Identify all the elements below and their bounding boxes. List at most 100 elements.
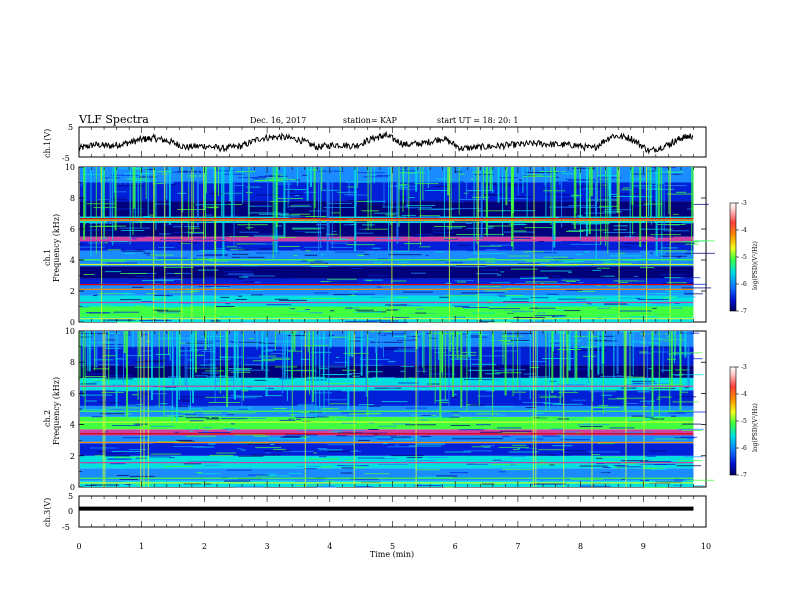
ch2-texture xyxy=(158,368,185,370)
ch1-texture xyxy=(192,201,197,203)
ch2-streak xyxy=(261,331,264,370)
ch1-texture xyxy=(414,183,439,185)
ch2-streak xyxy=(168,331,169,355)
ch1-texture xyxy=(633,178,655,180)
ch1-texture xyxy=(398,172,423,174)
ch1-streak xyxy=(370,167,372,228)
ch2-spectrogram-image xyxy=(79,331,715,488)
ch2-texture xyxy=(644,416,654,418)
ch2-texture xyxy=(284,434,318,436)
ch1-texture xyxy=(404,243,422,245)
ch2-texture xyxy=(413,425,427,427)
ch2-texture xyxy=(550,454,572,456)
ch1-texture xyxy=(215,265,229,267)
ch1-texture xyxy=(135,269,164,271)
ch1-streak xyxy=(489,167,492,191)
ch2-texture xyxy=(681,423,701,425)
ch2-texture xyxy=(265,387,274,389)
ch1-texture xyxy=(383,317,398,319)
ch1-texture xyxy=(203,254,228,256)
ch2-streak xyxy=(151,331,153,400)
ch2-texture xyxy=(499,471,506,473)
ch2-texture xyxy=(280,436,300,438)
ch2-texture xyxy=(346,386,374,388)
ch1-texture xyxy=(471,312,495,314)
ch2-texture xyxy=(680,391,688,393)
ch1-tone-line xyxy=(80,259,694,261)
ch1-texture xyxy=(466,250,475,252)
ch1-texture xyxy=(446,227,463,229)
ch1-texture xyxy=(143,216,151,217)
ch2-texture xyxy=(653,363,671,365)
ch2-texture xyxy=(141,485,154,487)
ch1-texture xyxy=(191,275,205,277)
ch2-streak xyxy=(602,331,604,415)
ch1-streak xyxy=(109,167,112,224)
ch1-streak xyxy=(318,167,320,253)
ch2-texture xyxy=(291,439,298,441)
ch2-texture xyxy=(291,443,323,445)
time-tick-label: 8 xyxy=(578,542,583,551)
ch1-texture xyxy=(253,235,286,237)
ch1-spectrogram-image xyxy=(80,167,715,323)
ch2-texture xyxy=(647,416,664,417)
ch1-texture xyxy=(388,254,422,256)
ch2-texture xyxy=(104,455,131,457)
ch2-texture xyxy=(398,348,417,350)
ch2-texture xyxy=(324,415,346,417)
ch1-texture xyxy=(433,232,454,234)
ch2-streak xyxy=(456,331,458,355)
ch2-texture xyxy=(598,447,632,449)
ch2-texture xyxy=(173,406,188,408)
ch2-streak xyxy=(674,331,676,364)
ch2-texture xyxy=(616,397,646,399)
ch2-texture xyxy=(109,375,133,377)
ch1-texture xyxy=(483,233,504,235)
ch2-streak xyxy=(315,331,317,419)
ch2-texture xyxy=(436,400,449,402)
ch2-texture xyxy=(481,445,495,447)
ch1-texture xyxy=(619,281,629,283)
ch2-texture xyxy=(508,451,539,453)
time-tick-label: 5 xyxy=(390,542,395,551)
ch1-texture xyxy=(86,229,114,231)
ch1-texture xyxy=(468,235,478,237)
ch2-colorbar xyxy=(729,366,737,476)
ch2-texture xyxy=(302,371,328,373)
ch1-texture xyxy=(363,176,389,178)
ch1-texture xyxy=(334,251,365,253)
ch2-texture xyxy=(656,398,661,400)
ch2-texture xyxy=(307,458,339,460)
ch2-texture xyxy=(202,412,222,414)
ch1-texture xyxy=(88,291,100,293)
ch2-streak xyxy=(234,331,236,400)
ch2-ytick-label: 6 xyxy=(70,389,75,398)
ch2-texture xyxy=(274,366,298,368)
ch2-texture xyxy=(542,435,561,437)
ch1-texture xyxy=(325,233,338,235)
ch2-texture xyxy=(144,360,165,362)
ch1-streak xyxy=(458,167,460,215)
ch2-texture xyxy=(497,432,528,434)
ch1-texture xyxy=(266,311,298,313)
ch1-texture xyxy=(681,287,712,289)
ch1-texture xyxy=(604,303,627,305)
ch1-texture xyxy=(650,234,681,236)
ch2-texture xyxy=(313,392,333,394)
ch1-streak xyxy=(473,167,475,254)
ch2-texture xyxy=(539,416,550,418)
ch2-texture xyxy=(189,420,204,422)
ch2-texture xyxy=(436,475,458,477)
ch1-streak xyxy=(114,167,117,231)
ch1-texture xyxy=(307,169,319,171)
ch2-texture xyxy=(484,472,504,474)
ch1-texture xyxy=(154,203,171,205)
ch1-texture xyxy=(460,292,480,294)
ch1-texture xyxy=(511,238,531,239)
ch2-texture xyxy=(587,339,607,341)
ch2-texture xyxy=(399,465,419,467)
ch2-texture xyxy=(316,337,328,339)
ch2-texture xyxy=(294,438,306,439)
ch2-streak xyxy=(158,331,160,408)
